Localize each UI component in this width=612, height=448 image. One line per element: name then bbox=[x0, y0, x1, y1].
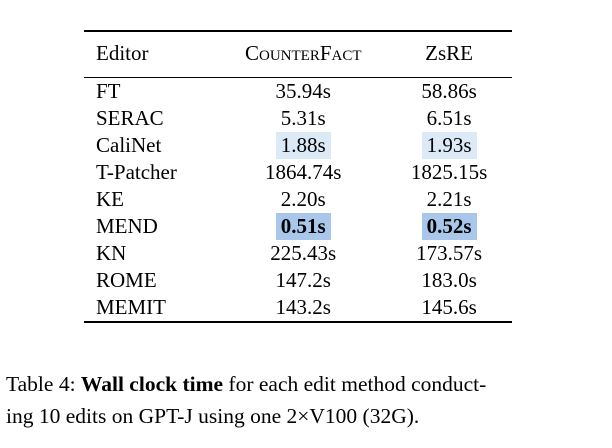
editor-name: FT bbox=[96, 79, 121, 103]
counterfact-cell: 1.88s bbox=[220, 132, 386, 159]
zsre-time: 2.21s bbox=[426, 187, 472, 211]
counterfact-time: 35.94s bbox=[275, 79, 331, 103]
editor-name: CaliNet bbox=[96, 133, 162, 157]
zsre-time: 183.0s bbox=[421, 268, 477, 292]
zsre-cell: 0.52s bbox=[386, 213, 512, 240]
zsre-time: 58.86s bbox=[421, 79, 477, 103]
table-caption: Table 4: Wall clock time for each edit m… bbox=[6, 368, 606, 432]
table-row: ROME 147.2s 183.0s bbox=[84, 267, 512, 294]
editor-name: KN bbox=[96, 241, 127, 265]
counterfact-cell: 0.51s bbox=[220, 213, 386, 240]
counterfact-time: 1864.74s bbox=[265, 160, 342, 184]
zsre-time: 173.57s bbox=[416, 241, 483, 265]
editor-name: MEND bbox=[96, 214, 158, 238]
zsre-time: 1825.15s bbox=[410, 160, 488, 184]
table-row: CaliNet 1.88s 1.93s bbox=[84, 132, 512, 159]
editor-name: ROME bbox=[96, 268, 157, 292]
zsre-time: 6.51s bbox=[426, 106, 472, 130]
caption-bold-title: Wall clock time bbox=[80, 372, 224, 396]
counterfact-time: 2.20s bbox=[280, 187, 326, 211]
header-editor: Editor bbox=[96, 41, 149, 65]
counterfact-time-best: 0.51s bbox=[275, 213, 331, 240]
caption-text-line2: ing 10 edits on GPT-J using one 2×V100 (… bbox=[6, 404, 420, 428]
editor-name: KE bbox=[96, 187, 124, 211]
table-row: MEMIT 143.2s 145.6s bbox=[84, 294, 512, 322]
header-counterfact: CounterFact bbox=[244, 41, 362, 65]
table-row: SERAC 5.31s 6.51s bbox=[84, 105, 512, 132]
zsre-time-best: 0.52s bbox=[421, 213, 477, 240]
editor-name: T-Patcher bbox=[96, 160, 177, 184]
table-row: T-Patcher 1864.74s 1825.15s bbox=[84, 159, 512, 186]
counterfact-time: 5.31s bbox=[280, 106, 326, 130]
counterfact-time: 147.2s bbox=[275, 268, 331, 292]
table-row: KN 225.43s 173.57s bbox=[84, 240, 512, 267]
caption-text-line1: for each edit method conduct- bbox=[228, 372, 487, 396]
counterfact-time-highlight: 1.88s bbox=[275, 132, 331, 159]
table-row: MEND 0.51s 0.52s bbox=[84, 213, 512, 240]
zsre-cell: 1.93s bbox=[386, 132, 512, 159]
table-row: KE 2.20s 2.21s bbox=[84, 186, 512, 213]
results-table-container: Editor CounterFact ZsRE FT 35.94s 58.86s… bbox=[84, 30, 512, 323]
caption-label: Table 4: bbox=[6, 372, 76, 396]
table-header-row: Editor CounterFact ZsRE bbox=[84, 31, 512, 78]
counterfact-time: 143.2s bbox=[275, 295, 331, 319]
header-zsre: ZsRE bbox=[425, 41, 473, 65]
table-row: FT 35.94s 58.86s bbox=[84, 78, 512, 106]
zsre-time: 145.6s bbox=[421, 295, 477, 319]
editor-name: SERAC bbox=[96, 106, 164, 130]
wall-clock-table: Editor CounterFact ZsRE FT 35.94s 58.86s… bbox=[84, 30, 512, 323]
counterfact-time: 225.43s bbox=[270, 241, 337, 265]
editor-name: MEMIT bbox=[96, 295, 166, 319]
zsre-time-highlight: 1.93s bbox=[421, 132, 477, 159]
